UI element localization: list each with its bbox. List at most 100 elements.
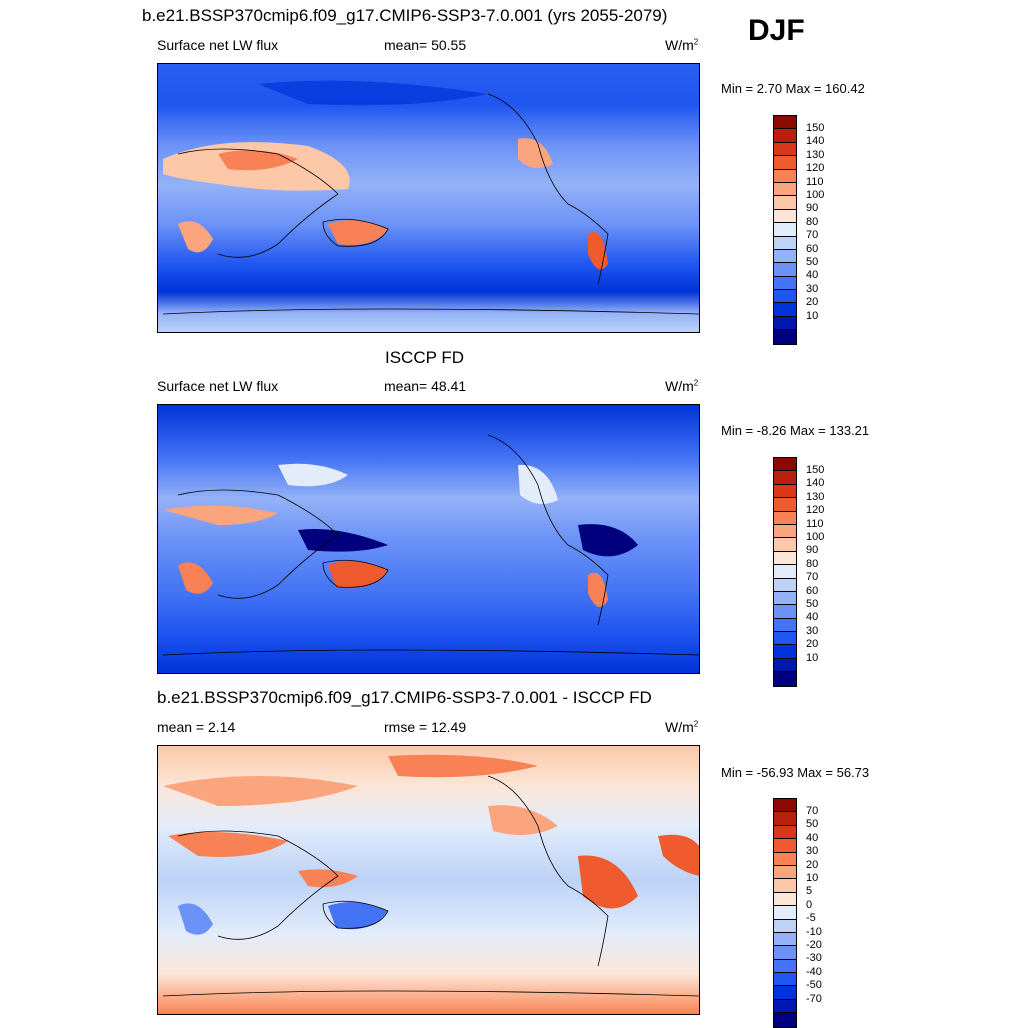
colorbar-tick-label: 110 (806, 517, 824, 530)
colorbar-swatch (774, 632, 796, 646)
colorbar-tick-label: 120 (806, 162, 825, 175)
colorbar-tick-label: 50 (806, 597, 819, 610)
colorbar-tick-label: 70 (806, 229, 819, 242)
colorbar-swatch (774, 672, 796, 686)
panel2-mean-label: mean= 48.41 (384, 378, 467, 394)
colorbar-tick-label: 70 (806, 804, 819, 817)
colorbar-tick-label: 40 (806, 831, 819, 844)
colorbar-tick-label: 60 (806, 584, 819, 597)
colorbar-swatch (774, 263, 796, 277)
colorbar-swatch (774, 156, 796, 170)
colorbar-tick-label: -30 (806, 952, 822, 965)
panel1-variable-label: Surface net LW flux (157, 37, 279, 53)
colorbar-tick-label: 40 (806, 269, 819, 282)
colorbar-swatch (774, 959, 796, 974)
colorbar-tick-label: 50 (806, 255, 819, 268)
colorbar-tick-label: 30 (806, 624, 819, 637)
colorbar-tick-label: 50 (806, 818, 819, 831)
colorbar-tick-label: -10 (806, 925, 822, 938)
colorbar-swatch (774, 865, 796, 880)
colorbar-tick-label: 80 (806, 215, 819, 228)
colorbar-tick-label: 150 (806, 463, 825, 476)
colorbar-tick-label: 110 (806, 175, 824, 188)
colorbar-swatch (774, 236, 796, 250)
colorbar-swatch (774, 932, 796, 947)
panel1-minmax: Min = 2.70 Max = 160.42 (721, 81, 865, 96)
colorbar-swatch (774, 511, 796, 525)
panel3-map (157, 745, 700, 1015)
colorbar-swatch (774, 658, 796, 673)
colorbar-swatch (774, 116, 796, 130)
colorbar-tick-label: 10 (806, 309, 819, 322)
colorbar-swatch (774, 973, 796, 987)
colorbar-tick-label: 150 (806, 121, 825, 134)
colorbar-tick-label: 130 (806, 148, 825, 161)
colorbar-swatch (774, 129, 796, 143)
colorbar-swatch (774, 471, 796, 485)
colorbar-tick-label: 120 (806, 504, 825, 517)
colorbar-swatch (774, 551, 796, 566)
colorbar-tick-label: -40 (806, 965, 822, 978)
colorbar-swatch (774, 906, 796, 920)
colorbar-swatch (774, 484, 796, 499)
panel1-mean-label: mean= 50.55 (384, 37, 467, 53)
panel1-title: b.e21.BSSP370cmip6.f09_g17.CMIP6-SSP3-7.… (142, 6, 668, 25)
colorbar-tick-label: 130 (806, 490, 825, 503)
colorbar-swatch (774, 1013, 796, 1027)
colorbar-tick-label: 70 (806, 571, 819, 584)
colorbar-tick-label: -20 (806, 938, 822, 951)
colorbar-tick-label: 60 (806, 242, 819, 255)
colorbar-swatch (774, 645, 796, 659)
panel2-map (157, 404, 700, 674)
panel1-colorbar (773, 115, 797, 345)
colorbar-swatch (774, 812, 796, 826)
colorbar-swatch (774, 142, 796, 157)
colorbar-swatch (774, 290, 796, 304)
colorbar-tick-label: 90 (806, 544, 819, 557)
colorbar-tick-label: 40 (806, 611, 819, 624)
colorbar-swatch (774, 892, 796, 907)
colorbar-tick-label: 20 (806, 296, 819, 309)
season-label: DJF (748, 14, 805, 47)
colorbar-tick-label: 0 (806, 898, 813, 911)
colorbar-tick-label: -70 (806, 992, 822, 1005)
colorbar-swatch (774, 276, 796, 291)
colorbar-swatch (774, 330, 796, 344)
colorbar-swatch (774, 999, 796, 1014)
panel3-minmax: Min = -56.93 Max = 56.73 (721, 765, 870, 780)
colorbar-swatch (774, 839, 796, 853)
panel3-colorbar (773, 798, 797, 1028)
panel3-rmse-label: rmse = 12.49 (384, 719, 467, 735)
colorbar-swatch (774, 825, 796, 840)
colorbar-tick-label: 10 (806, 651, 819, 664)
colorbar-swatch (774, 303, 796, 317)
colorbar-swatch (774, 498, 796, 512)
panel2-title: ISCCP FD (385, 348, 465, 367)
colorbar-tick-label: 100 (806, 188, 825, 201)
colorbar-tick-label: 90 (806, 202, 819, 215)
colorbar-swatch (774, 879, 796, 893)
colorbar-tick-label: 30 (806, 282, 819, 295)
colorbar-tick-label: 10 (806, 871, 819, 884)
colorbar-tick-label: -50 (806, 979, 822, 992)
colorbar-tick-label: 20 (806, 638, 819, 651)
colorbar-tick-label: 80 (806, 557, 819, 570)
colorbar-swatch (774, 249, 796, 264)
colorbar-swatch (774, 852, 796, 866)
colorbar-swatch (774, 565, 796, 579)
panel1-units: W/m2 (665, 37, 699, 53)
panel3-mean-label: mean = 2.14 (157, 719, 236, 735)
colorbar-swatch (774, 182, 796, 197)
colorbar-swatch (774, 209, 796, 224)
panel3-title: b.e21.BSSP370cmip6.f09_g17.CMIP6-SSP3-7.… (157, 688, 652, 707)
colorbar-tick-label: -5 (806, 912, 816, 925)
colorbar-swatch (774, 316, 796, 331)
colorbar-swatch (774, 618, 796, 633)
colorbar-swatch (774, 986, 796, 1000)
panel1-map (157, 63, 700, 333)
panel3-units: W/m2 (665, 719, 699, 735)
colorbar-swatch (774, 169, 796, 183)
colorbar-tick-label: 140 (806, 477, 825, 490)
panel2-units: W/m2 (665, 378, 699, 394)
colorbar-tick-label: 30 (806, 845, 819, 858)
